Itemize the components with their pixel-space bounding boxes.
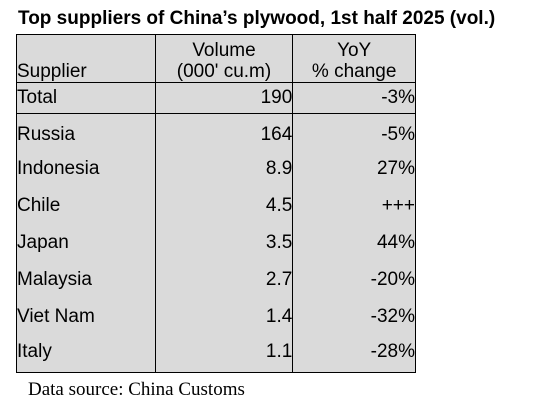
supplier-yoy: -32% [370,306,415,327]
header-volume-line2: (000' cu.m) [176,61,272,82]
table-row: Russia 164 -5% [16,113,416,151]
supplier-volume: 8.9 [155,150,294,188]
header-volume-line1: Volume [192,40,256,61]
supplier-volume: 1.4 [155,298,294,336]
table-row: Malaysia 2.7 -20% [16,261,416,299]
table-row: Indonesia 8.9 27% [16,150,416,188]
data-source-note: Data source: China Customs [28,379,245,400]
supplier-yoy: 44% [376,232,415,253]
supplier-name: Russia [16,113,156,151]
total-label: Total [16,82,156,114]
header-supplier-label: Supplier [17,61,87,82]
header-row: Supplier Volume (000' cu.m) YoY % change [16,34,416,83]
supplier-volume: 3.5 [155,224,294,262]
header-supplier: Supplier [16,34,156,83]
supplier-yoy: -5% [381,123,415,145]
total-yoy: -3% [381,87,415,108]
table-header: Supplier Volume (000' cu.m) YoY % change [16,34,416,83]
table-row: Viet Nam 1.4 -32% [16,298,416,336]
total-section: Total 190 -3% [16,82,416,114]
supplier-yoy: -20% [370,269,415,290]
supplier-volume: 2.7 [155,261,294,299]
suppliers-table: Supplier Volume (000' cu.m) YoY % change… [16,34,416,373]
header-yoy-line2: % change [311,61,397,82]
supplier-yoy: -28% [370,341,415,363]
supplier-name: Japan [16,224,156,262]
supplier-name: Italy [16,335,156,373]
supplier-volume: 4.5 [155,187,294,225]
table-row: Italy 1.1 -28% [16,335,416,373]
supplier-name: Malaysia [16,261,156,299]
supplier-name: Indonesia [16,150,156,188]
country-rows: Russia 164 -5% Indonesia 8.9 27% Chile 4… [16,113,416,373]
header-yoy-line1: YoY [337,40,372,61]
total-volume: 190 [155,82,294,114]
supplier-yoy: +++ [381,195,415,216]
table-row: Chile 4.5 +++ [16,187,416,225]
supplier-volume: 164 [155,113,294,151]
supplier-volume: 1.1 [155,335,294,373]
table-title: Top suppliers of China’s plywood, 1st ha… [18,8,496,29]
total-row: Total 190 -3% [16,82,416,114]
supplier-yoy: 27% [376,158,415,179]
supplier-name: Viet Nam [16,298,156,336]
header-yoy: YoY % change [293,35,416,83]
supplier-name: Chile [16,187,156,225]
table-row: Japan 3.5 44% [16,224,416,262]
header-volume: Volume (000' cu.m) [155,34,294,83]
